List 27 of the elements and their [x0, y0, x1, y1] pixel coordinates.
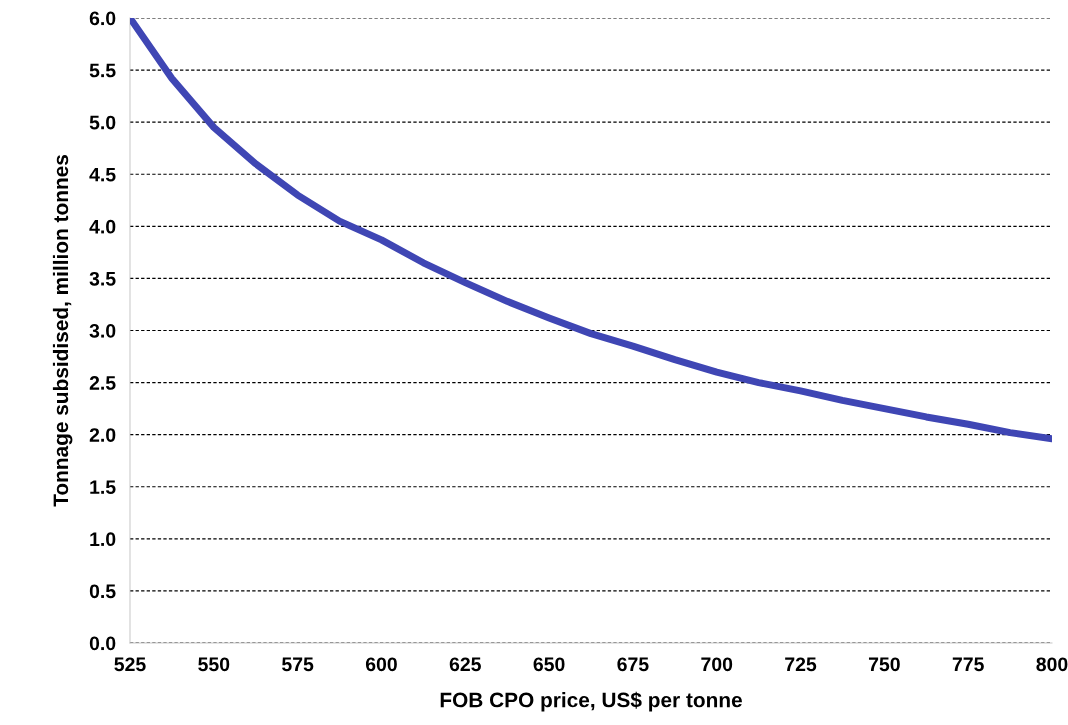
x-tick-label: 550	[198, 657, 230, 672]
y-tick-label: 0.5	[89, 584, 116, 599]
x-tick-label: 600	[365, 657, 397, 672]
y-tick-label: 4.5	[89, 167, 116, 182]
x-tick-label: 650	[533, 657, 565, 672]
x-tick-label: 800	[1036, 657, 1068, 672]
y-tick-label: 3.5	[89, 271, 116, 286]
y-tick-label: 3.0	[89, 323, 116, 338]
x-tick-label: 775	[952, 657, 984, 672]
x-tick-label: 725	[785, 657, 817, 672]
y-tick-label: 2.0	[89, 428, 116, 442]
y-tick-label: 1.5	[90, 480, 116, 494]
x-tick-label: 675	[617, 657, 649, 672]
y-tick-label: 0.0	[89, 636, 116, 651]
x-tick-label: 700	[701, 657, 733, 672]
y-tick-label: 2.5	[89, 376, 116, 390]
x-tick-label: 625	[449, 657, 481, 672]
x-tick-label: 575	[282, 657, 314, 672]
x-tick-label: 525	[114, 657, 146, 672]
y-axis-title: Tonnage subsidised, million tonnes	[52, 155, 73, 507]
y-tick-label: 4.0	[89, 219, 116, 234]
y-tick-label: 5.0	[89, 115, 116, 130]
x-axis-title: FOB CPO price, US$ per tonne	[440, 691, 742, 712]
y-tick-label: 5.5	[89, 63, 116, 78]
y-tick-label: 1.0	[90, 532, 116, 547]
y-tick-label: 6.0	[89, 11, 116, 26]
x-tick-label: 750	[868, 657, 900, 672]
